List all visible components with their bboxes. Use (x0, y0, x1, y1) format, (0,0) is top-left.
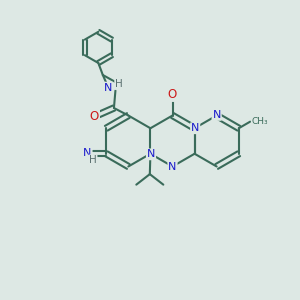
Text: H: H (89, 155, 97, 165)
Text: CH₃: CH₃ (252, 117, 268, 126)
Text: O: O (168, 88, 177, 101)
Text: N: N (191, 123, 200, 133)
Text: O: O (90, 110, 99, 124)
Text: N: N (212, 110, 221, 120)
Text: N: N (104, 82, 112, 93)
Text: H: H (115, 79, 123, 89)
Text: N: N (168, 162, 177, 172)
Text: N: N (147, 149, 155, 159)
Text: N: N (83, 148, 92, 158)
